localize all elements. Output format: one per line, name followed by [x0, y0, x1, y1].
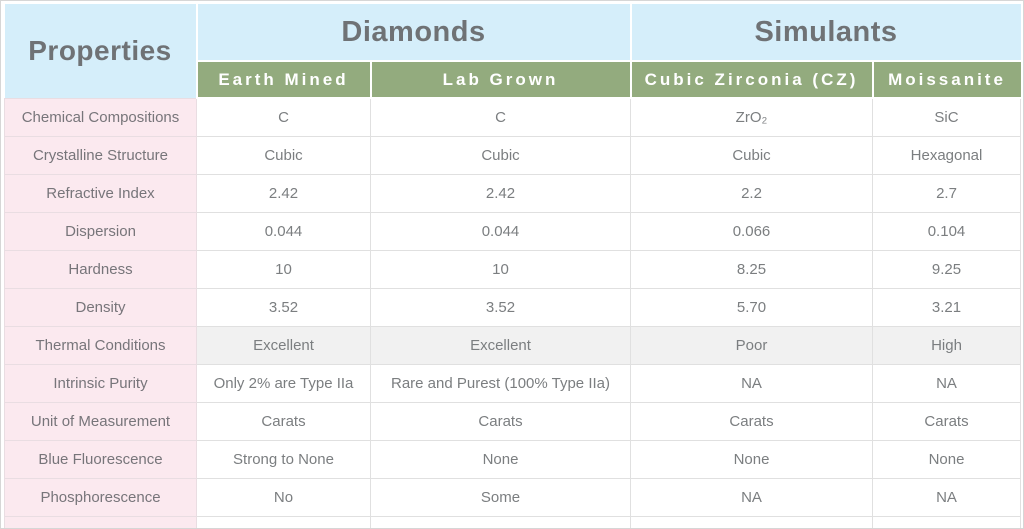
property-label: Dispersion — [4, 212, 197, 251]
value-earth-mined: 10 — [196, 250, 371, 289]
value-cubic-zirconia: NA — [630, 478, 873, 517]
table-row: Crystalline Structure Cubic Cubic Cubic … — [4, 136, 1021, 175]
column-header-row: Earth Mined Lab Grown Cubic Zirconia (CZ… — [5, 61, 1021, 99]
value-earth-mined: 0.044 — [196, 212, 371, 251]
value-lab-grown: Rare and Purest (100% Type IIa) — [370, 364, 631, 403]
table-row: Thermal Conditions Excellent Excellent P… — [4, 326, 1021, 365]
property-label: Chemical Compositions — [4, 97, 197, 137]
table-row: Chemical Compositions C C ZrO₂ SiC — [4, 97, 1021, 137]
table-row: Blue Fluorescence Strong to None None No… — [4, 440, 1021, 479]
value-lab-grown: Cubic — [370, 136, 631, 175]
value-cubic-zirconia: None — [630, 440, 873, 479]
value-cubic-zirconia: NA — [630, 516, 873, 528]
value-lab-grown: None — [370, 440, 631, 479]
value-moissanite: SiC — [872, 97, 1021, 137]
column-header-earth-mined: Earth Mined — [195, 61, 371, 99]
table-row: Unit of Measurement Carats Carats Carats… — [4, 402, 1021, 441]
value-moissanite: 2.7 — [872, 174, 1021, 213]
group-header-row: Properties Diamonds Simulants — [4, 4, 1021, 98]
value-moissanite: None — [872, 440, 1021, 479]
value-earth-mined: C — [196, 97, 371, 137]
column-header-cubic-zirconia: Cubic Zirconia (CZ) — [629, 61, 873, 99]
property-label: Hardness — [4, 250, 197, 289]
value-earth-mined: 3.52 — [196, 288, 371, 327]
value-cubic-zirconia: Cubic — [630, 136, 873, 175]
value-lab-grown: C — [370, 97, 631, 137]
value-moissanite: NA — [872, 516, 1021, 528]
value-lab-grown: 0.044 — [370, 212, 631, 251]
value-lab-grown: 10 — [370, 250, 631, 289]
table-row: Refractive Index 2.42 2.42 2.2 2.7 — [4, 174, 1021, 213]
value-earth-mined: Only 2% are Type IIa — [196, 364, 371, 403]
value-earth-mined: 2.42 — [196, 174, 371, 213]
table-row: Intrinsic Purity Only 2% are Type IIa Ra… — [4, 364, 1021, 403]
table-row: Colour Distribution Even Even NA NA — [4, 516, 1021, 528]
value-moissanite: 3.21 — [872, 288, 1021, 327]
property-label: Density — [4, 288, 197, 327]
property-label: Crystalline Structure — [4, 136, 197, 175]
value-moissanite: Hexagonal — [872, 136, 1021, 175]
value-cubic-zirconia: ZrO₂ — [630, 97, 873, 137]
value-earth-mined: Cubic — [196, 136, 371, 175]
property-label: Phosphorescence — [4, 478, 197, 517]
value-moissanite: High — [872, 326, 1021, 365]
table-row: Density 3.52 3.52 5.70 3.21 — [4, 288, 1021, 327]
value-cubic-zirconia: Poor — [630, 326, 873, 365]
group-header-diamonds: Diamonds — [196, 4, 631, 62]
value-earth-mined: Strong to None — [196, 440, 371, 479]
value-cubic-zirconia: 5.70 — [630, 288, 873, 327]
value-lab-grown: Some — [370, 478, 631, 517]
property-label: Colour Distribution — [4, 516, 197, 528]
column-header-lab-grown: Lab Grown — [369, 61, 631, 99]
value-moissanite: Carats — [872, 402, 1021, 441]
value-lab-grown: 2.42 — [370, 174, 631, 213]
value-cubic-zirconia: NA — [630, 364, 873, 403]
value-lab-grown: Carats — [370, 402, 631, 441]
value-earth-mined: No — [196, 478, 371, 517]
value-moissanite: 9.25 — [872, 250, 1021, 289]
table-body: Chemical Compositions C C ZrO₂ SiC Cryst… — [4, 97, 1021, 528]
value-moissanite: 0.104 — [872, 212, 1021, 251]
property-label: Intrinsic Purity — [4, 364, 197, 403]
table-header: Properties Diamonds Simulants Earth Mine… — [4, 4, 1021, 99]
table-row: Hardness 10 10 8.25 9.25 — [4, 250, 1021, 289]
column-header-moissanite: Moissanite — [871, 61, 1021, 99]
value-earth-mined: Excellent — [196, 326, 371, 365]
value-lab-grown: 3.52 — [370, 288, 631, 327]
property-label: Refractive Index — [4, 174, 197, 213]
diamond-simulant-comparison-table: Properties Diamonds Simulants Earth Mine… — [4, 4, 1021, 528]
value-earth-mined: Even — [196, 516, 371, 528]
table-row: Dispersion 0.044 0.044 0.066 0.104 — [4, 212, 1021, 251]
value-cubic-zirconia: 8.25 — [630, 250, 873, 289]
property-label: Blue Fluorescence — [4, 440, 197, 479]
property-label: Unit of Measurement — [4, 402, 197, 441]
value-cubic-zirconia: Carats — [630, 402, 873, 441]
property-label: Thermal Conditions — [4, 326, 197, 365]
value-moissanite: NA — [872, 364, 1021, 403]
value-earth-mined: Carats — [196, 402, 371, 441]
value-moissanite: NA — [872, 478, 1021, 517]
value-lab-grown: Even — [370, 516, 631, 528]
value-cubic-zirconia: 0.066 — [630, 212, 873, 251]
group-header-simulants: Simulants — [629, 4, 1021, 62]
value-lab-grown: Excellent — [370, 326, 631, 365]
table-row: Phosphorescence No Some NA NA — [4, 478, 1021, 517]
properties-header: Properties — [4, 4, 198, 98]
value-cubic-zirconia: 2.2 — [630, 174, 873, 213]
